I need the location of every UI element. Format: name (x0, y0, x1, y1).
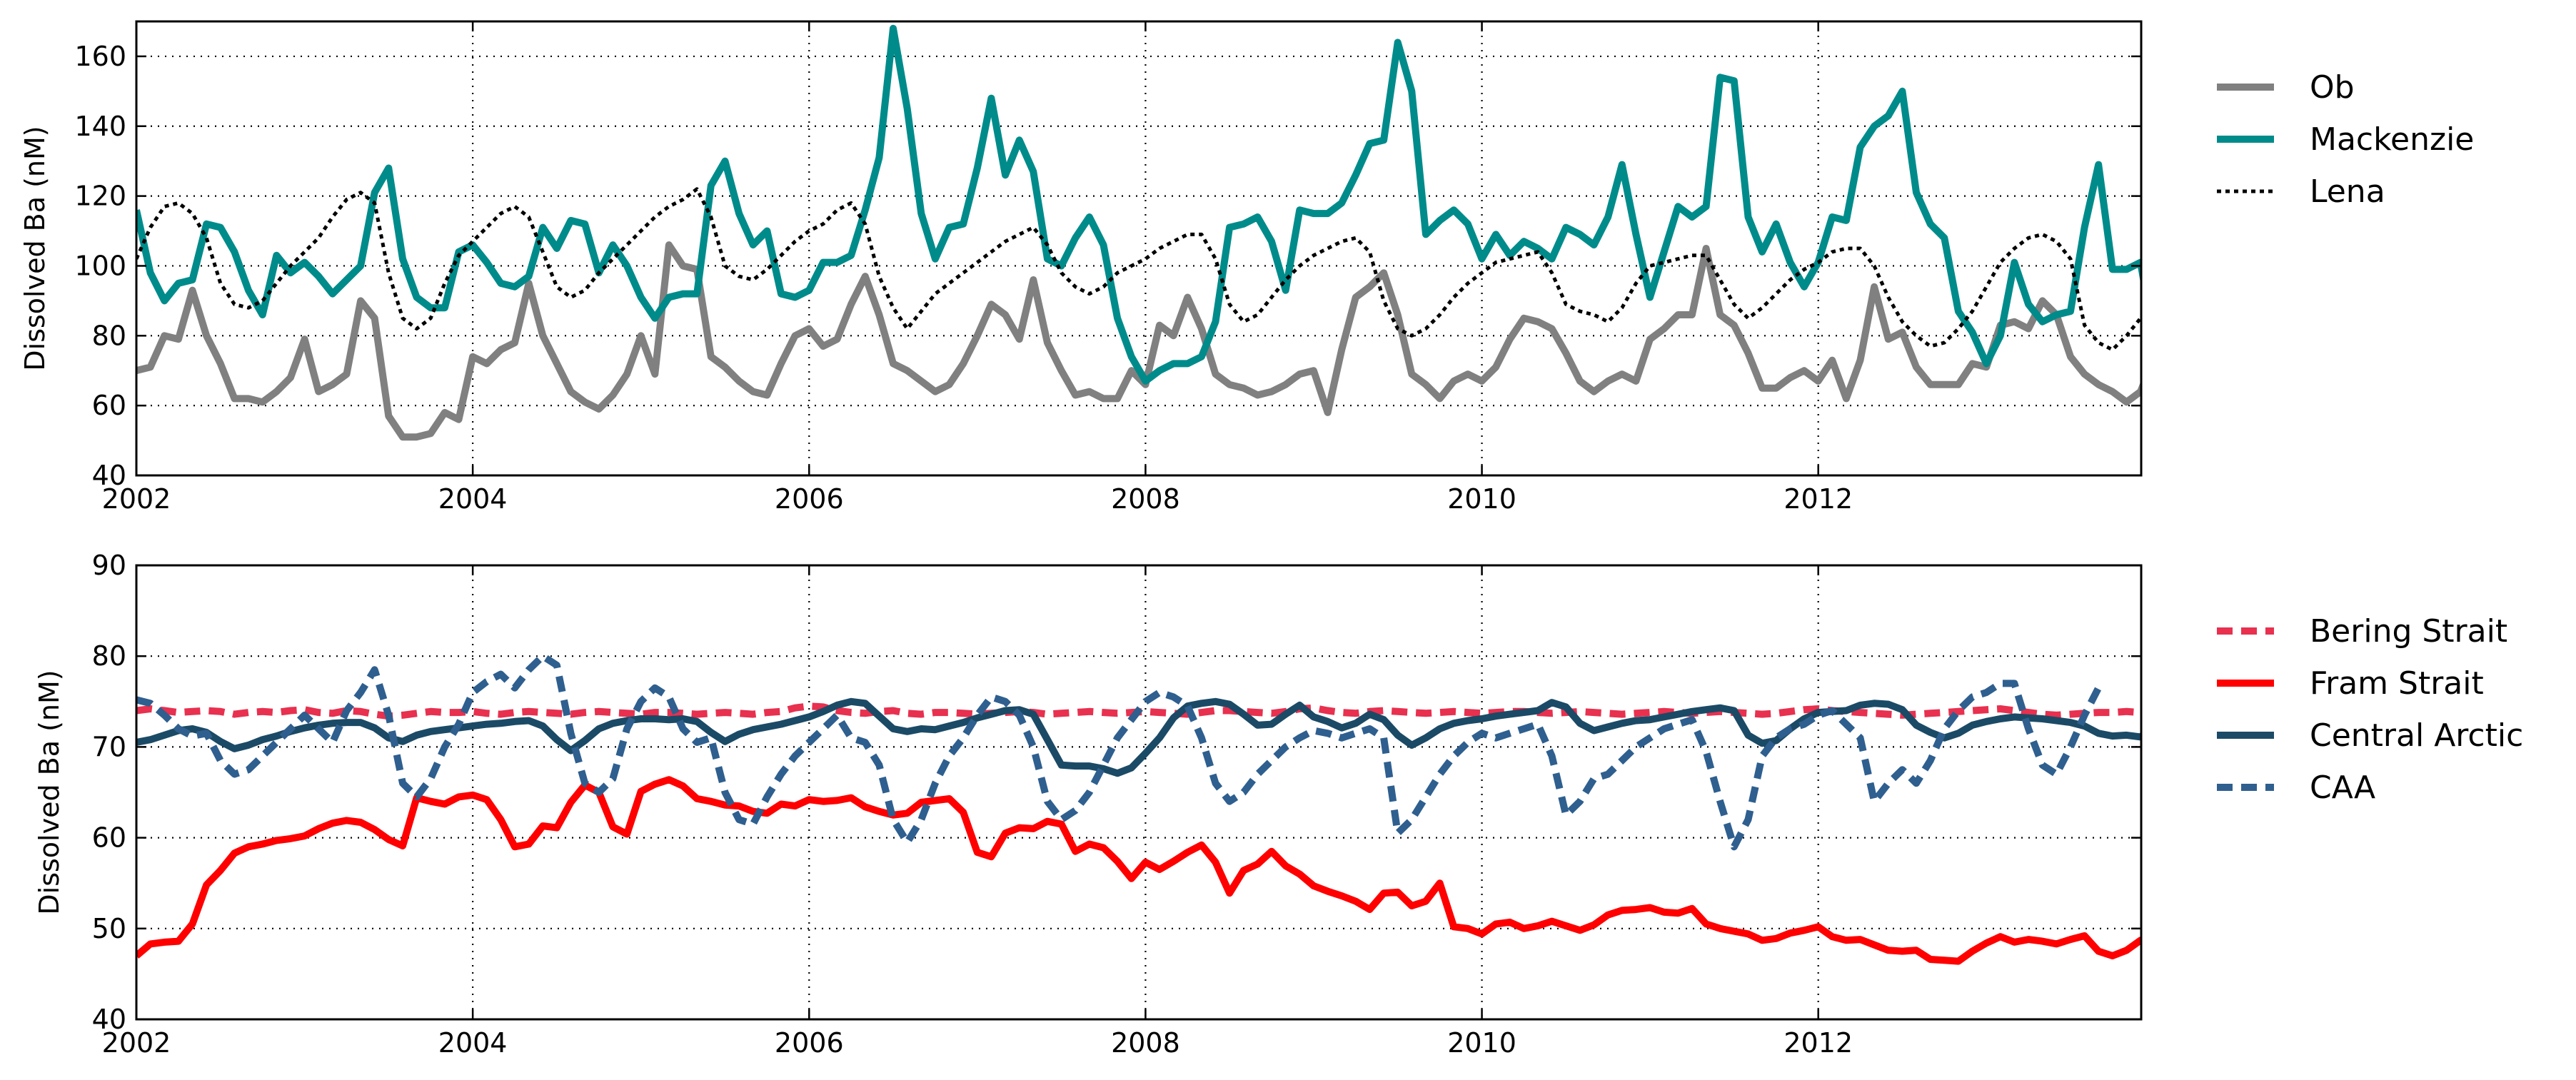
ticks: 2002 2004 2006 2008 2010 2012 40 50 60 70 80 90 (92, 550, 2141, 1059)
legend-item: Mackenzie (2217, 121, 2474, 158)
x-tick-label: 2006 (775, 1027, 844, 1059)
legend-label: Central Arctic (2310, 717, 2523, 754)
y-tick-label: 100 (74, 250, 126, 281)
y-axis-label: Dissolved Ba (nM) (34, 670, 65, 914)
x-tick-label: 2002 (102, 483, 171, 515)
ticks: 2002 2004 2006 2008 2010 2012 40 60 80 100 120 140 1… (74, 21, 2141, 515)
x-tick-label: 2006 (775, 483, 844, 515)
legend-label: Ob (2310, 69, 2355, 106)
y-tick-label: 60 (92, 822, 126, 854)
y-tick-label: 120 (74, 181, 126, 212)
legend-item: Lena (2217, 173, 2385, 210)
x-tick-label: 2012 (1783, 483, 1853, 515)
y-tick-label: 70 (92, 731, 126, 762)
y-axis-label: Dissolved Ba (nM) (19, 126, 51, 370)
x-tick-label: 2010 (1447, 483, 1516, 515)
x-tick-label: 2008 (1111, 1027, 1180, 1059)
chart-bottom-panel: 2002 2004 2006 2008 2010 2012 40 50 60 70 80 90 Diss… (34, 550, 2523, 1059)
series-line-caa (136, 652, 2102, 851)
y-tick-label: 160 (74, 41, 126, 72)
y-tick-label: 140 (74, 111, 126, 142)
x-tick-label: 2004 (438, 483, 508, 515)
legend-label: Mackenzie (2310, 121, 2474, 158)
y-tick-label: 50 (92, 913, 126, 944)
y-tick-label: 60 (92, 390, 126, 421)
chart-top-panel: 2002 2004 2006 2008 2010 2012 40 60 80 100 120 140 1… (19, 20, 2474, 515)
y-tick-label: 40 (92, 460, 126, 491)
x-tick-label: 2008 (1111, 483, 1180, 515)
y-tick-label: 90 (92, 550, 126, 581)
series-lines (136, 24, 2141, 441)
x-tick-label: 2004 (438, 1027, 508, 1059)
grid-lines (135, 564, 2141, 1021)
x-tick-label: 2012 (1783, 1027, 1853, 1059)
legend-label: Lena (2310, 173, 2385, 210)
series-line-fram-strait (136, 776, 2141, 965)
x-tick-label: 2010 (1447, 1027, 1516, 1059)
legend-label: Fram Strait (2310, 665, 2484, 702)
legend-label: CAA (2310, 769, 2375, 806)
x-tick-label: 2002 (102, 1027, 171, 1059)
y-tick-label: 80 (92, 320, 126, 351)
axes-frame (135, 20, 2143, 477)
legend-label: Bering Strait (2310, 613, 2507, 650)
series-line-bering-strait (136, 702, 2141, 720)
legend-item: Ob (2217, 69, 2355, 106)
axes-frame (135, 564, 2143, 1021)
y-tick-label: 80 (92, 640, 126, 672)
series-lines (136, 652, 2141, 965)
legend-item: Bering Strait (2217, 613, 2507, 650)
legend-item: Central Arctic (2217, 717, 2523, 754)
y-tick-label: 40 (92, 1004, 126, 1035)
legend-item: CAA (2217, 769, 2375, 806)
legend: Bering Strait Fram Strait Central Arctic CA… (2217, 613, 2523, 806)
legend: Ob Mackenzie Lena (2217, 69, 2474, 210)
series-line-mackenzie (136, 24, 2141, 385)
legend-item: Fram Strait (2217, 665, 2484, 702)
